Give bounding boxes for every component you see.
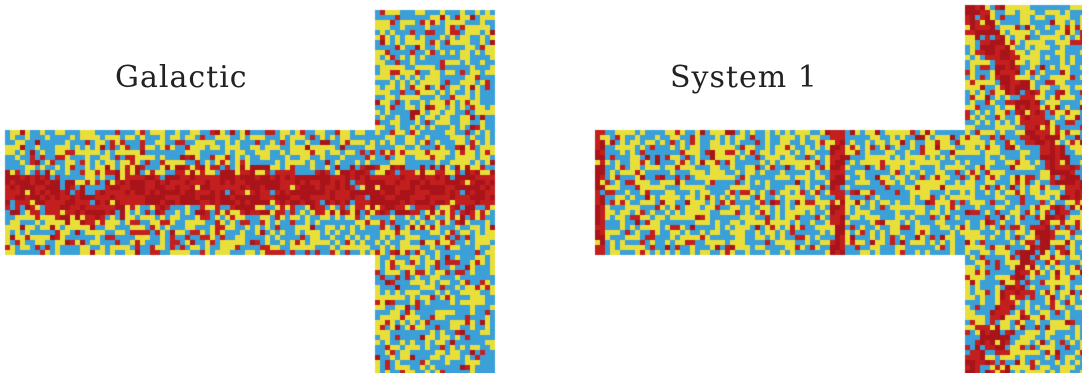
- panel-title-galactic: Galactic: [115, 60, 248, 95]
- panel-system-1: System 1: [590, 0, 1082, 373]
- panel-title-system-1: System 1: [670, 60, 818, 95]
- system-1-sky-map: [590, 0, 1082, 373]
- galactic-sky-map: [0, 0, 500, 373]
- panel-galactic: Galactic: [0, 0, 500, 373]
